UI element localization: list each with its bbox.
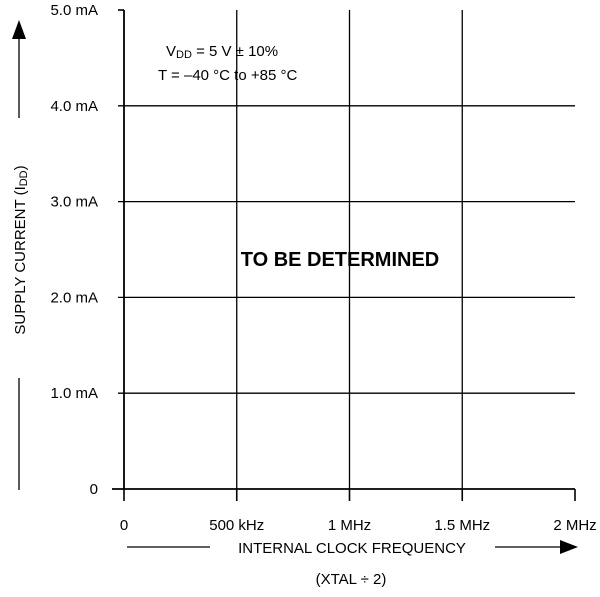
y-tick-label-3: 3.0 mA bbox=[50, 194, 98, 211]
x-tick-label-1: 500 kHz bbox=[209, 517, 264, 534]
to-be-determined-label: TO BE DETERMINED bbox=[241, 249, 440, 271]
condition-note-line1: VDD = 5 V ± 10% bbox=[166, 43, 278, 61]
x-tick-label-3: 1.5 MHz bbox=[434, 517, 490, 534]
y-tick-labels: 0 1.0 mA 2.0 mA 3.0 mA 4.0 mA 5.0 mA bbox=[50, 2, 98, 498]
x-tick-labels: 0 500 kHz 1 MHz 1.5 MHz 2 MHz bbox=[120, 517, 597, 534]
y-tick-label-0: 0 bbox=[90, 481, 98, 498]
y-tick-label-2: 2.0 mA bbox=[50, 289, 98, 306]
y-tick-label-5: 5.0 mA bbox=[50, 2, 98, 19]
plot-frame bbox=[112, 9, 576, 501]
x-tick-label-0: 0 bbox=[120, 517, 128, 534]
y-tick-label-1: 1.0 mA bbox=[50, 385, 98, 402]
x-tick-label-2: 1 MHz bbox=[328, 517, 371, 534]
grid-lines bbox=[118, 10, 575, 489]
x-axis-title: INTERNAL CLOCK FREQUENCY bbox=[238, 540, 466, 557]
x-tick-label-4: 2 MHz bbox=[553, 517, 596, 534]
x-axis-subtitle: (XTAL ÷ 2) bbox=[316, 571, 387, 588]
y-axis-title: SUPPLY CURRENT (IDD) bbox=[12, 165, 30, 334]
x-axis-arrow-head-icon bbox=[560, 540, 578, 554]
y-axis-arrow-head-icon bbox=[12, 20, 26, 39]
y-tick-label-4: 4.0 mA bbox=[50, 98, 98, 115]
condition-note-line2: T = –40 °C to +85 °C bbox=[158, 67, 297, 84]
